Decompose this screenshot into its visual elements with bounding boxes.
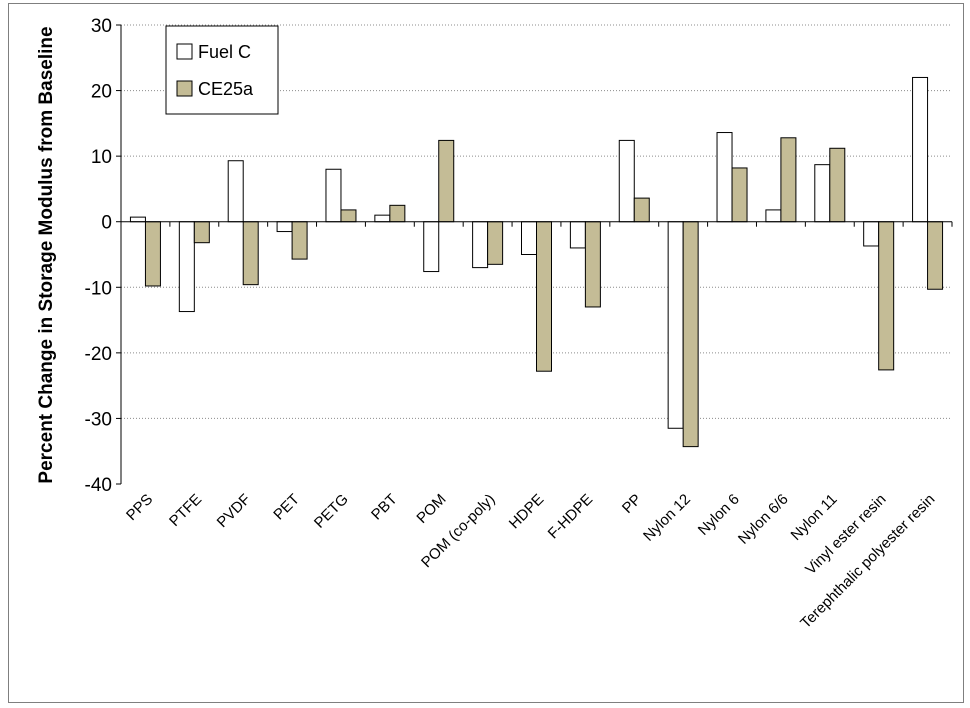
bar-ce25a (291, 221, 308, 260)
y-tick-labels: -40 -30 -20 -10 0 10 20 30 (85, 16, 112, 496)
bar-fuel-c (667, 221, 684, 429)
bar-fuel-c (863, 221, 880, 247)
bar-fuel-c (227, 160, 244, 223)
y-axis-label: Percent Change in Storage Modulus from B… (36, 26, 57, 483)
bar-fuel-c (814, 164, 831, 223)
bar-fuel-c (569, 221, 586, 249)
bar-ce25a (487, 221, 504, 265)
y-tick-label: 20 (91, 82, 112, 103)
bar-fuel-c (716, 132, 733, 223)
y-tick-label: -20 (85, 344, 112, 365)
x-tick-label: Nylon 12 (640, 491, 694, 545)
bar-ce25a (144, 221, 161, 287)
x-tick-label: PP (619, 491, 645, 517)
bar-fuel-c (423, 221, 440, 273)
bar-fuel-c (472, 221, 489, 269)
x-tick-label: PVDF (214, 491, 254, 531)
y-tick-label: 10 (91, 147, 112, 168)
legend-swatch-fuel-c (176, 43, 193, 60)
bars (129, 76, 944, 448)
y-tick-label: 30 (91, 16, 112, 37)
y-tick-label: -30 (85, 409, 112, 430)
x-tick-label: PTFE (166, 491, 205, 530)
bar-fuel-c (276, 221, 293, 233)
legend-swatch-ce25a (176, 80, 193, 97)
x-tick-label: PETG (311, 491, 352, 532)
x-tick-label: F-HDPE (545, 491, 597, 543)
bar-ce25a (438, 139, 455, 223)
bar-ce25a (731, 167, 748, 223)
bar-ce25a (878, 221, 895, 371)
bar-fuel-c (374, 214, 391, 223)
bar-ce25a (584, 221, 601, 308)
axes (116, 24, 953, 485)
bar-ce25a (633, 197, 650, 223)
x-tick-label: PBT (368, 491, 401, 524)
x-tick-label: PPS (123, 491, 156, 524)
bar-fuel-c (129, 216, 146, 223)
y-tick-label: -10 (85, 278, 112, 299)
bar-ce25a (682, 221, 699, 448)
bar-ce25a (927, 221, 944, 290)
legend-label-ce25a: CE25a (198, 79, 254, 99)
bar-ce25a (242, 221, 259, 286)
bar-fuel-c (178, 221, 195, 313)
legend-label-fuel-c: Fuel C (198, 42, 251, 62)
x-tick-label: HDPE (506, 491, 547, 532)
legend-box (165, 25, 279, 115)
bar-fuel-c (765, 209, 782, 223)
y-tick-label: -40 (85, 475, 112, 496)
bar-fuel-c (912, 76, 929, 223)
bar-fuel-c (521, 221, 537, 255)
bar-ce25a (389, 204, 406, 223)
bar-fuel-c (618, 139, 635, 223)
bar-ce25a (780, 137, 797, 223)
x-tick-label: Nylon 6/6 (735, 491, 792, 548)
bar-ce25a (536, 221, 552, 372)
bar-fuel-c (325, 168, 342, 223)
bar-ce25a (829, 147, 846, 223)
legend: Fuel C CE25a (165, 25, 279, 115)
y-tick-label: 0 (101, 213, 112, 234)
x-tick-label: PET (270, 491, 303, 524)
x-tick-label: Nylon 6 (695, 491, 743, 539)
bar-ce25a (340, 209, 357, 223)
bar-ce25a (193, 221, 210, 244)
x-tick-label: POM (413, 491, 449, 527)
chart-frame (8, 3, 964, 703)
